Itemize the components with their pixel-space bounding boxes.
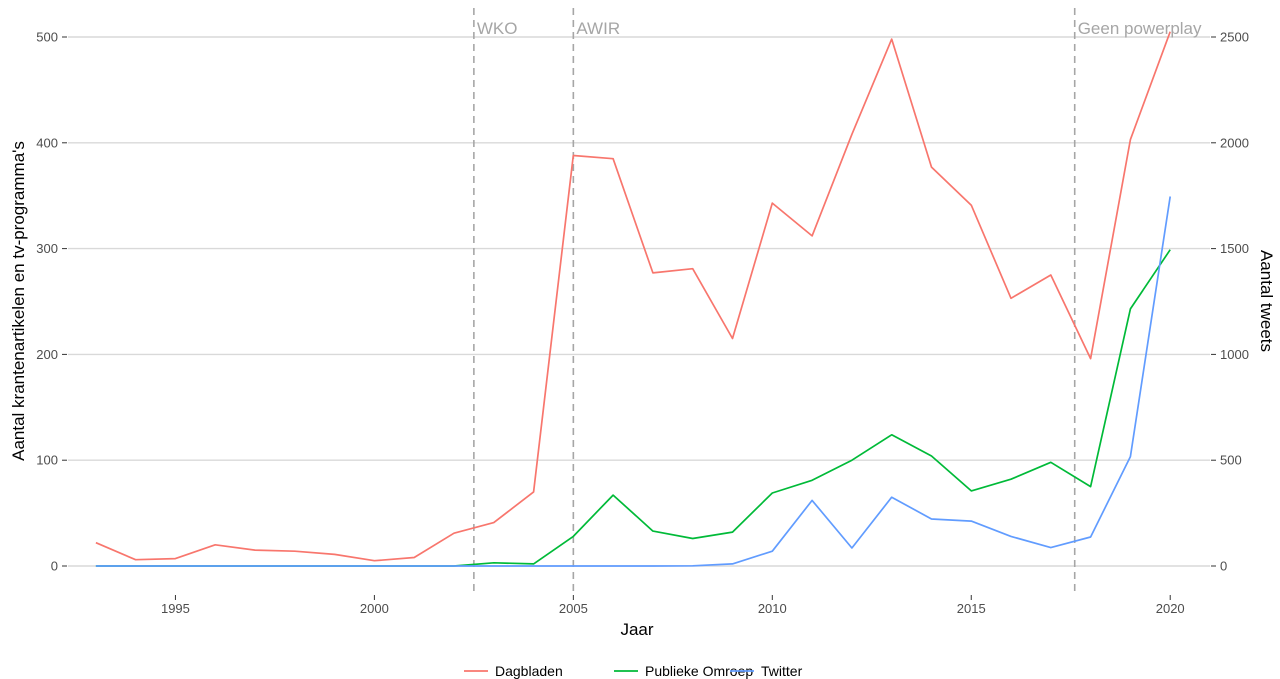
y2-tick-label: 500	[1220, 453, 1242, 468]
y-tick-label: 100	[36, 453, 58, 468]
y-axis-left-title: Aantal krantenartikelen en tv-programma'…	[9, 141, 28, 461]
y-tick-label: 500	[36, 30, 58, 45]
reference-line-label: AWIR	[576, 19, 620, 38]
y2-tick-label: 2500	[1220, 30, 1249, 45]
y2-tick-label: 1500	[1220, 241, 1249, 256]
x-tick-label: 2000	[360, 601, 389, 616]
x-tick-label: 2015	[957, 601, 986, 616]
x-tick-label: 2010	[758, 601, 787, 616]
y2-tick-label: 2000	[1220, 135, 1249, 150]
legend-label: Publieke Omroep	[645, 663, 753, 679]
reference-lines: WKO AWIR Geen powerplay	[473, 8, 1202, 594]
y-tick-label: 400	[36, 135, 58, 150]
y-tick-label: 0	[51, 559, 58, 574]
legend-label: Dagbladen	[495, 663, 563, 679]
series-lines	[95, 31, 1172, 567]
y-tick-label: 300	[36, 241, 58, 256]
legend: Dagbladen Publieke Omroep Twitter	[464, 663, 803, 679]
reference-line-label: WKO	[477, 19, 518, 38]
y-axis-left-ticks: 0 100 200 300 400 500	[36, 30, 67, 574]
y2-tick-label: 0	[1220, 559, 1227, 574]
y2-tick-label: 1000	[1220, 347, 1249, 362]
x-tick-label: 2005	[559, 601, 588, 616]
series-line-twitter	[95, 196, 1172, 567]
gridlines	[68, 36, 1210, 567]
y-tick-label: 200	[36, 347, 58, 362]
y-axis-right-ticks: 0 500 1000 1500 2000 2500	[1211, 30, 1249, 574]
y-axis-right-title: Aantal tweets	[1257, 250, 1276, 352]
series-line-publieke-omroep	[95, 249, 1171, 567]
x-tick-label: 2020	[1156, 601, 1185, 616]
x-axis-ticks: 1995 2000 2005 2010 2015 2020	[161, 595, 1185, 616]
legend-label: Twitter	[761, 663, 803, 679]
x-tick-label: 1995	[161, 601, 190, 616]
reference-line-label: Geen powerplay	[1078, 19, 1202, 38]
x-axis-title: Jaar	[620, 620, 653, 639]
series-line-dagbladen	[95, 31, 1171, 562]
